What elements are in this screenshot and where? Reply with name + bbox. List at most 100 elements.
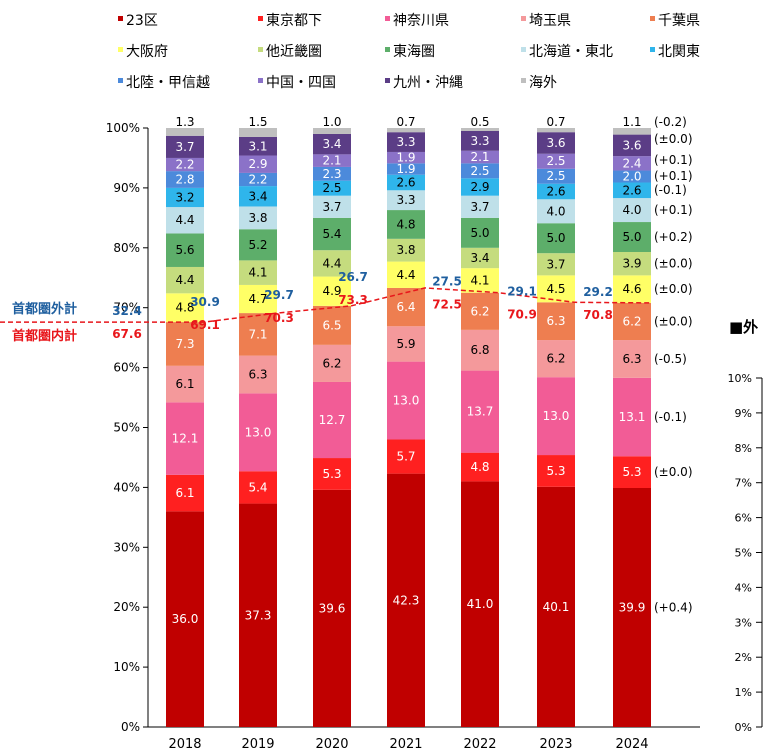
legend-label: 埼玉県 — [529, 13, 571, 29]
bar-segment — [313, 166, 351, 181]
data-label: 4.8 — [470, 460, 489, 474]
bar-segment — [461, 452, 499, 482]
data-label: 6.5 — [322, 318, 341, 332]
change-label: (-0.1) — [654, 410, 687, 424]
legend-label: 九州・沖縄 — [393, 75, 463, 91]
legend-swatch — [258, 16, 263, 21]
legend-swatch — [258, 78, 263, 83]
bar-segment — [313, 128, 351, 134]
bar-segment — [387, 439, 425, 474]
bar-segment — [613, 156, 651, 171]
bar-segment — [461, 163, 499, 179]
bar-segment — [239, 186, 277, 207]
data-label: 5.6 — [175, 243, 194, 257]
right-y-tick-label: 10% — [728, 372, 752, 385]
bar-segment — [537, 199, 575, 224]
bar-segment — [166, 293, 204, 323]
bar-segment — [166, 187, 204, 208]
data-label: 2.2 — [248, 173, 267, 187]
data-label: 0.7 — [546, 115, 565, 129]
capital-outside-label: 首都圏外計 — [12, 301, 77, 317]
change-label: (±0.0) — [654, 257, 693, 271]
data-label: 4.4 — [396, 268, 415, 282]
data-label: 2.9 — [248, 157, 267, 171]
bar-segment — [537, 168, 575, 184]
bar-segment — [239, 503, 277, 727]
bar-segment — [461, 178, 499, 196]
bar-segment — [613, 198, 651, 223]
data-label: 3.4 — [248, 189, 267, 203]
bar-segment — [239, 128, 277, 137]
bar-segment — [313, 180, 351, 196]
bar-segment — [537, 253, 575, 276]
data-label: 3.6 — [622, 138, 641, 152]
legend-swatch — [118, 47, 123, 52]
y-tick-label: 10% — [113, 660, 140, 674]
capital-inside-value: 70.9 — [507, 307, 537, 321]
x-tick-label: 2021 — [389, 737, 422, 752]
data-label: 2.6 — [622, 183, 641, 197]
legend-label: 東海圏 — [393, 44, 435, 60]
data-label: 7.1 — [248, 327, 267, 341]
data-label: 2.0 — [622, 170, 641, 184]
data-label: 2.4 — [622, 156, 641, 170]
y-tick-label: 100% — [106, 121, 140, 135]
bar-segment — [613, 302, 651, 341]
bar-segment — [239, 471, 277, 504]
capital-boundary-line — [0, 287, 652, 323]
capital-inside-value: 72.5 — [432, 298, 462, 312]
y-tick-label: 30% — [113, 540, 140, 554]
legend-swatch — [650, 47, 655, 52]
data-label: 5.2 — [248, 238, 267, 252]
data-label: 12.1 — [172, 432, 199, 446]
legend-swatch — [118, 16, 123, 21]
bar-segment — [461, 217, 499, 248]
y-tick-label: 50% — [113, 421, 140, 435]
y-tick-label: 60% — [113, 361, 140, 375]
legend-swatch — [650, 16, 655, 21]
bar-segment — [313, 250, 351, 277]
legend-label: 東京都下 — [266, 13, 322, 29]
bar-segment — [313, 489, 351, 727]
x-tick-label: 2020 — [315, 737, 348, 752]
capital-outside-value: 32.4 — [112, 304, 142, 318]
data-label: 1.1 — [622, 115, 641, 129]
data-label: 1.9 — [396, 162, 415, 176]
data-label: 6.4 — [396, 300, 415, 314]
data-label: 3.8 — [396, 243, 415, 257]
data-label: 13.7 — [467, 405, 494, 419]
bar-segment — [461, 481, 499, 727]
data-label: 3.9 — [622, 257, 641, 271]
bar-segment — [387, 163, 425, 175]
y-tick-label: 70% — [113, 301, 140, 315]
legend-label: 海外 — [529, 75, 557, 91]
legend-swatch — [118, 78, 123, 83]
change-label: (+0.1) — [654, 203, 693, 217]
bar-segment — [537, 377, 575, 456]
change-label: (-0.5) — [654, 352, 687, 366]
bar-segment — [239, 229, 277, 261]
bar-segment — [461, 195, 499, 218]
right-panel-title: ■外 — [729, 318, 758, 336]
bar-segment — [613, 170, 651, 183]
bar-segment — [613, 377, 651, 457]
change-label: (+0.1) — [654, 169, 693, 183]
data-label: 4.4 — [175, 273, 194, 287]
capital-outside-value: 27.5 — [432, 275, 462, 289]
right-y-tick-label: 2% — [735, 651, 752, 664]
data-label: 4.4 — [322, 256, 341, 270]
data-label: 3.4 — [470, 251, 489, 265]
data-label: 2.2 — [175, 158, 194, 172]
data-label: 3.7 — [546, 257, 565, 271]
data-label: 2.1 — [322, 154, 341, 168]
legend-label: 北海道・東北 — [529, 44, 613, 60]
bar-segment — [166, 135, 204, 158]
x-tick-label: 2019 — [241, 737, 274, 752]
bar-segment — [387, 238, 425, 262]
data-label: 3.8 — [248, 211, 267, 225]
bar-segment — [239, 155, 277, 173]
data-label: 13.0 — [543, 409, 570, 423]
right-y-tick-label: 7% — [735, 477, 752, 490]
legend-swatch — [521, 16, 526, 21]
